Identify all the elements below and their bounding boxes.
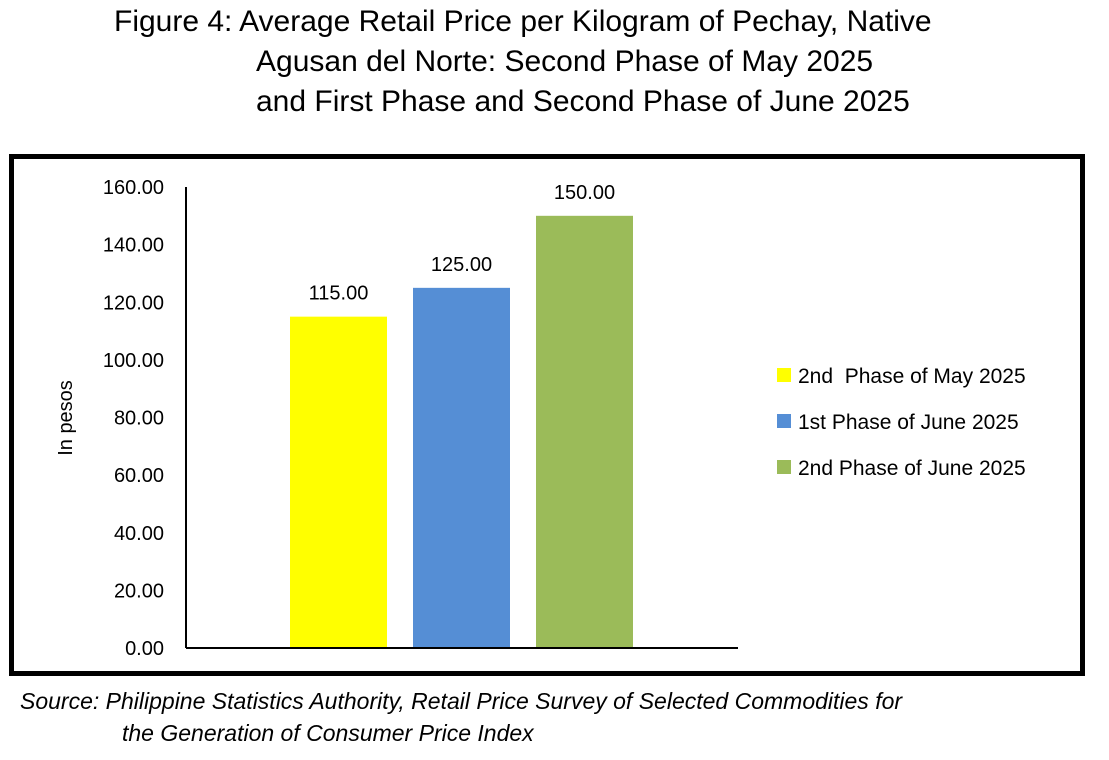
y-tick-label: 20.00 — [114, 580, 164, 602]
title-line-1: Figure 4: Average Retail Price per Kilog… — [114, 5, 932, 38]
y-tick-label: 40.00 — [114, 523, 164, 545]
bar-data-label: 125.00 — [431, 254, 492, 276]
legend-label: 2nd Phase of June 2025 — [798, 457, 1026, 480]
bar-data-label: 150.00 — [554, 182, 615, 204]
y-tick-label: 60.00 — [114, 465, 164, 487]
source-line-1: Source: Philippine Statistics Authority,… — [20, 688, 903, 714]
y-tick-label: 140.00 — [103, 235, 164, 257]
y-tick-label: 160.00 — [103, 177, 164, 199]
y-axis-label: In pesos — [55, 380, 77, 456]
legend-swatch — [777, 368, 791, 382]
bar — [290, 316, 387, 648]
title-line-3: and First Phase and Second Phase of June… — [256, 85, 910, 118]
y-tick-label: 0.00 — [125, 638, 164, 660]
title-line-2: Agusan del Norte: Second Phase of May 20… — [256, 45, 874, 78]
bar-data-label: 115.00 — [309, 283, 369, 305]
chart-title: Figure 4: Average Retail Price per Kilog… — [0, 0, 1109, 130]
y-tick-label: 80.00 — [114, 408, 164, 430]
legend-label: 2nd Phase of May 2025 — [798, 365, 1026, 388]
legend-label: 1st Phase of June 2025 — [798, 411, 1019, 434]
y-tick-label: 120.00 — [103, 292, 164, 314]
legend-swatch — [777, 414, 791, 428]
source-line-2: the Generation of Consumer Price Index — [122, 720, 534, 746]
chart-frame — [9, 154, 1085, 676]
bar — [536, 215, 633, 648]
y-tick-label: 100.00 — [103, 350, 164, 372]
bar — [413, 287, 510, 648]
legend-swatch — [777, 460, 791, 474]
